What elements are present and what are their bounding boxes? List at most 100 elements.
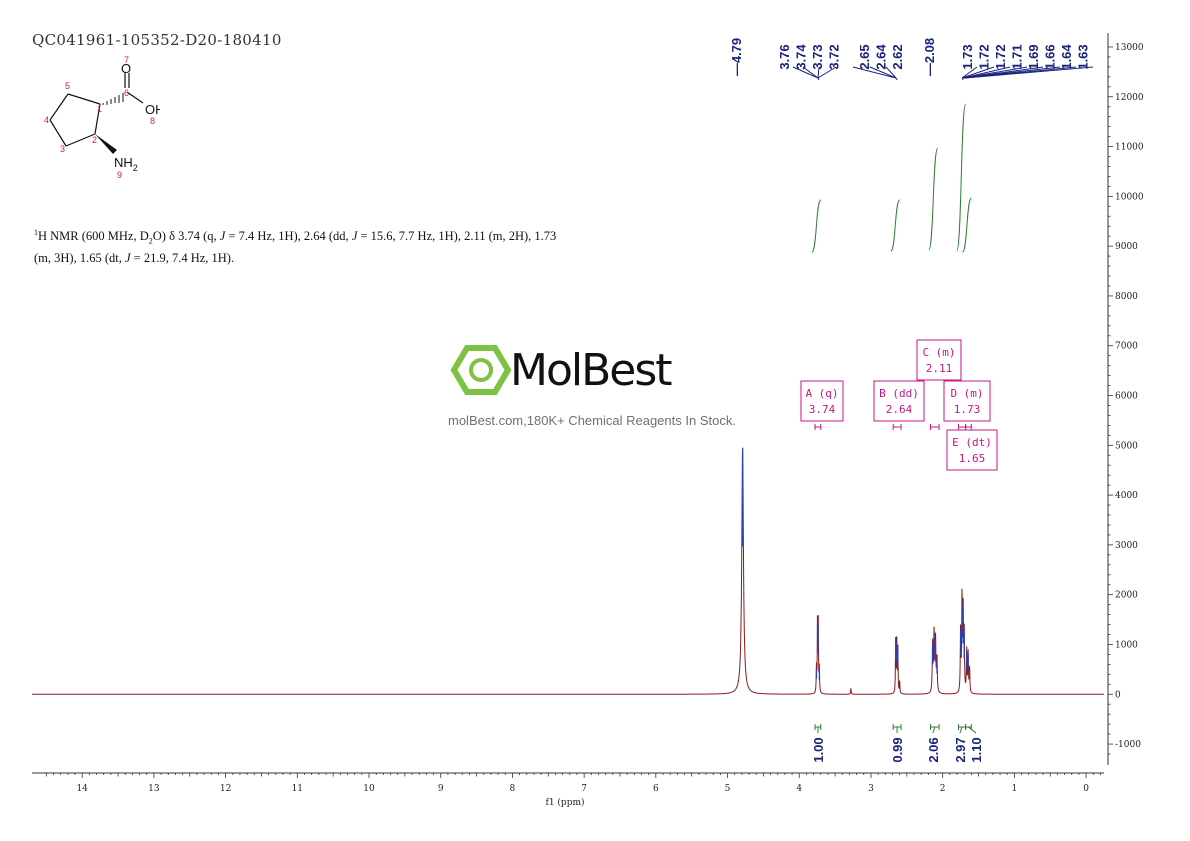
multiplet-shift: 3.74 — [809, 403, 836, 416]
watermark-brand: MolBest — [510, 345, 673, 396]
peak-connector — [802, 66, 819, 79]
y-tick-label: 4000 — [1115, 491, 1138, 501]
y-tick-label: 9000 — [1115, 242, 1138, 252]
peak-label: 3.73 — [810, 44, 825, 69]
y-axis: -1000 0 1000 2000 3000 4000 5000 6000 7000 8000 90… — [1107, 33, 1144, 765]
x-tick-label: 3 — [868, 784, 874, 794]
x-tick-label: 12 — [220, 784, 231, 794]
peak-markers — [742, 447, 971, 680]
integral-value: 2.06 — [926, 737, 941, 762]
y-tick-label: 7000 — [1115, 342, 1138, 352]
x-axis: 14 13 12 11 10 9 8 7 6 5 4 3 2 1 0 — [32, 772, 1104, 794]
carbonyl-oxygen: O — [121, 61, 131, 76]
multiplet-shift: 2.11 — [926, 362, 953, 375]
atom-label-8: 8 — [150, 116, 155, 126]
peak-connector — [817, 66, 837, 79]
amino-group: NH2 — [114, 155, 138, 173]
peak-label: 2.62 — [890, 44, 905, 69]
multiplet-box — [800, 380, 844, 422]
nmr-description: 1H NMR (600 MHz, D2O) δ 3.74 (q, J = 7.4… — [34, 228, 557, 265]
integral-curves — [811, 103, 972, 253]
x-tick-label: 7 — [581, 784, 587, 794]
y-tick-label: 6000 — [1115, 392, 1138, 402]
multiplet-boxes: A (q) 3.74 B (dd) 2.64 C (m) 2.11 D (m) 1.73 E (… — [800, 339, 998, 471]
y-tick-label: 10000 — [1115, 192, 1144, 202]
peak-label: 3.74 — [794, 44, 809, 70]
multiplet-shift: 1.65 — [959, 452, 986, 465]
x-tick-label: 14 — [76, 784, 88, 794]
integral-value: 2.97 — [953, 737, 968, 762]
atom-label-9: 9 — [117, 170, 122, 180]
peak-label: 1.72 — [977, 44, 992, 69]
x-tick-label: 6 — [653, 784, 659, 794]
hydroxyl-group: OH — [145, 102, 160, 117]
integral-curve — [928, 147, 939, 251]
integral-curve — [890, 199, 901, 252]
atom-label-2: 2 — [92, 135, 97, 145]
watermark-caption: molBest.com,180K+ Chemical Reagents In S… — [448, 413, 736, 428]
x-tick-label: 9 — [438, 784, 444, 794]
peak-connector — [869, 66, 897, 79]
peak-connector — [852, 66, 897, 79]
integral-connector — [959, 726, 963, 734]
integral-labels: 1.00 0.99 2.06 2.97 1.10 — [811, 724, 984, 763]
multiplet-shift: 2.64 — [886, 403, 913, 416]
peak-label: 2.64 — [874, 44, 889, 70]
integral-connector — [932, 726, 936, 734]
y-tick-label: 5000 — [1115, 441, 1138, 451]
multiplet-name: D (m) — [950, 387, 983, 400]
peak-labels: —4.79 3.76 3.74 3.73 3.72 2.65 2.64 2.62 —2.08 1.… — [729, 38, 1094, 80]
integral-curve — [811, 199, 822, 253]
x-tick-label: 4 — [796, 784, 802, 794]
integral-value: 1.10 — [969, 737, 984, 762]
atom-label-3: 3 — [60, 144, 65, 154]
spectrum-line — [32, 447, 1104, 695]
x-tick-label: 5 — [725, 784, 731, 794]
y-tick-label: 12000 — [1115, 93, 1144, 103]
multiplet-name: E (dt) — [952, 436, 992, 449]
multiplet-name: A (q) — [805, 387, 838, 400]
y-tick-label: 2000 — [1115, 591, 1138, 601]
x-tick-label: 1 — [1012, 784, 1018, 794]
y-tick-label: 13000 — [1115, 43, 1144, 53]
peak-label: 1.63 — [1076, 44, 1091, 69]
y-tick-label: -1000 — [1115, 740, 1141, 750]
peak-label: 1.73 — [960, 44, 975, 69]
y-tick-label: 3000 — [1115, 541, 1138, 551]
atom-label-1: 1 — [97, 104, 102, 114]
peak-label: 1.69 — [1026, 44, 1041, 69]
integral-value: 0.99 — [890, 737, 905, 762]
peak-label: 3.76 — [777, 44, 792, 69]
peak-connector — [964, 66, 1094, 79]
multiplet-name: B (dd) — [879, 387, 919, 400]
y-tick-label: 1000 — [1115, 640, 1138, 650]
peak-connector — [961, 66, 995, 79]
atom-label-6: 6 — [124, 88, 129, 98]
molecule-structure: 1 2 3 4 5 6 7 8 9 O OH NH2 — [44, 55, 160, 180]
peak-connector — [792, 66, 819, 79]
peak-connector — [885, 66, 897, 79]
x-tick-label: 11 — [292, 784, 303, 794]
peak-label: 1.71 — [1010, 44, 1025, 69]
integral-connector — [968, 726, 977, 734]
atom-label-5: 5 — [65, 81, 70, 91]
peak-label: —2.08 — [922, 38, 937, 76]
multiplet-box — [916, 339, 962, 381]
peak-label: —4.79 — [729, 38, 744, 76]
multiplet-shift: 1.73 — [954, 403, 981, 416]
multiplet-box — [943, 380, 991, 422]
sample-id: QC041961-105352-D20-180410 — [32, 31, 282, 49]
integral-curve — [956, 103, 967, 252]
x-tick-label: 13 — [148, 784, 160, 794]
y-tick-label: 8000 — [1115, 292, 1138, 302]
peak-connector — [961, 66, 978, 79]
multiplet-name: C (m) — [922, 346, 955, 359]
integral-curve — [961, 197, 972, 253]
multiplet-box — [873, 380, 925, 422]
atom-label-4: 4 — [44, 115, 49, 125]
x-tick-label: 8 — [510, 784, 516, 794]
x-tick-label: 2 — [940, 784, 946, 794]
integral-value: 1.00 — [811, 737, 826, 762]
y-tick-label: 0 — [1115, 690, 1121, 700]
